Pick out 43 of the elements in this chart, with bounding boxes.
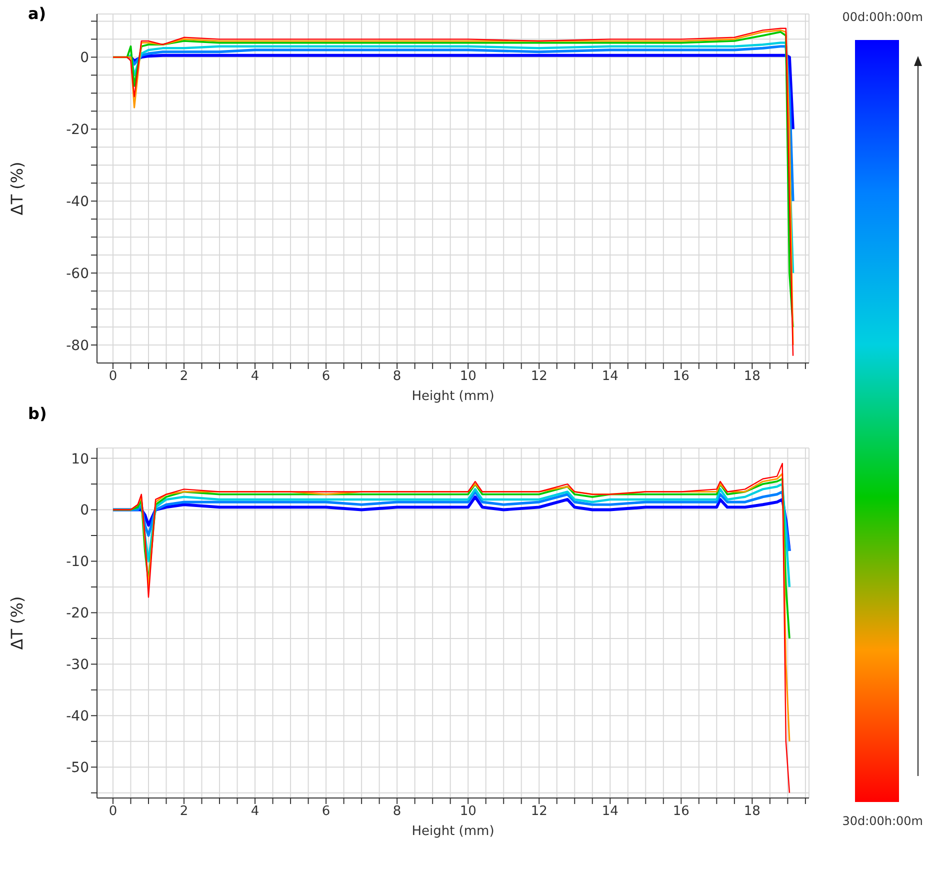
x-tick-label: 4 (250, 369, 260, 384)
y-tick-label: -50 (66, 760, 89, 776)
x-tick-label: 16 (672, 804, 690, 820)
y-tick-label: -60 (66, 266, 89, 282)
y-tick-label: -10 (66, 554, 89, 570)
y-tick-label: -20 (66, 122, 89, 138)
chart-title: a) (28, 4, 46, 23)
text: 00d:00h:00m (842, 10, 923, 24)
x-tick-label: 2 (180, 804, 188, 820)
y-tick-label: -80 (66, 338, 89, 354)
y-tick-label: 0 (80, 50, 89, 66)
x-tick-label: 6 (322, 369, 330, 384)
x-tick-label: 0 (108, 804, 118, 820)
x-tick-label: 18 (744, 804, 760, 820)
x-tick-label: 14 (602, 369, 618, 384)
x-tick-label: 2 (180, 369, 188, 384)
x-tick-label: 4 (250, 804, 260, 820)
x-tick-label: 14 (602, 804, 618, 820)
y-tick-label: -40 (66, 708, 89, 725)
x-tick-label: 12 (530, 369, 548, 384)
x-tick-label: 8 (392, 369, 402, 384)
x-tick-label: 16 (672, 369, 690, 384)
x-tick-label: 0 (108, 369, 118, 384)
y-axis-title: ΔT (%) (8, 596, 27, 650)
y-tick-label: -40 (66, 194, 89, 210)
x-tick-label: 18 (744, 369, 760, 384)
line-series (112, 462, 790, 794)
x-tick-label: 10 (460, 369, 476, 384)
y-axis-title: ΔT (%) (8, 162, 27, 216)
y-tick-label: -30 (66, 657, 89, 674)
x-axis-title: Height (mm) (410, 824, 496, 839)
line-series (126, 45, 794, 202)
y-tick-label: -20 (66, 606, 89, 622)
x-tick-label: 6 (322, 804, 330, 820)
y-tick-label: 10 (71, 451, 89, 468)
y-tick-label: 0 (80, 502, 89, 519)
chart-title: b) (28, 404, 47, 423)
text: 30d:00h:00m (842, 814, 923, 828)
x-tick-label: 8 (392, 804, 402, 820)
line-series (112, 482, 791, 588)
x-tick-label: 10 (460, 804, 476, 820)
x-axis-title: Height (mm) (410, 389, 496, 404)
x-tick-label: 12 (530, 804, 548, 820)
